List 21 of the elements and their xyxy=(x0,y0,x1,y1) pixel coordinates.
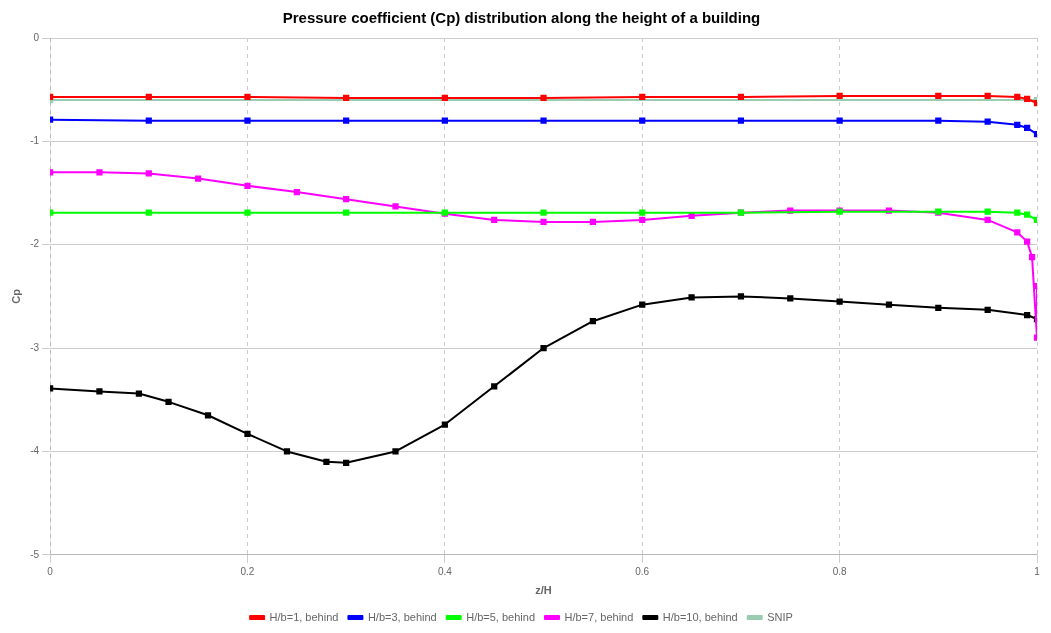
legend-label: SNIP xyxy=(767,610,793,623)
x-axis-title: z/H xyxy=(535,584,552,597)
legend-label: H/b=5, behind xyxy=(466,610,536,623)
legend-label: H/b=10, behind xyxy=(662,610,738,623)
y-tick-label: -4 xyxy=(30,445,40,457)
legend-label: H/b=3, behind xyxy=(367,610,437,623)
x-tick-label: 1 xyxy=(1034,565,1041,577)
y-tick-label: -3 xyxy=(30,341,40,353)
chart-title: Pressure coefficient (Cp) distribution along the height of a building xyxy=(282,9,761,27)
x-tick-label: 0.4 xyxy=(437,565,453,577)
legend-label: H/b=1, behind xyxy=(269,610,339,623)
y-axis-title: Cp xyxy=(9,288,22,304)
y-tick-label: 0 xyxy=(33,31,40,43)
y-tick-label: -2 xyxy=(30,238,40,250)
x-tick-label: 0.6 xyxy=(635,565,650,577)
x-tick-label: 0.2 xyxy=(240,565,255,577)
x-tick-label: 0.8 xyxy=(832,565,848,577)
y-tick-label: -1 xyxy=(30,135,40,147)
x-tick-label: 0 xyxy=(47,565,54,577)
legend-label: H/b=7, behind xyxy=(564,610,634,623)
y-tick-label: -5 xyxy=(30,548,40,560)
